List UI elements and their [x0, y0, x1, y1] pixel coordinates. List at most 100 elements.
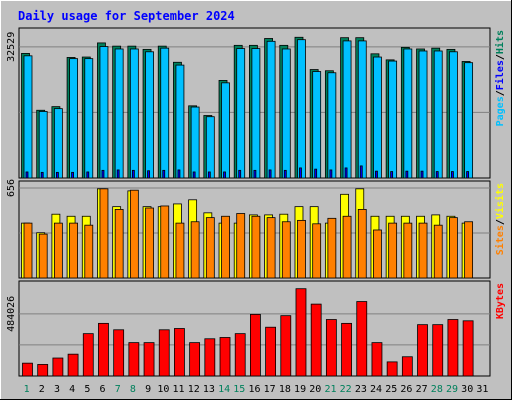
panel-visits-sites: 656 Sites/Visits: [6, 179, 506, 279]
day-bars: [294, 36, 306, 179]
day-bars: [310, 303, 322, 377]
bar-pages: [403, 48, 413, 179]
day-bars: [204, 338, 216, 377]
bar-pages: [175, 64, 185, 179]
day-bars: [234, 333, 246, 377]
bar-sites: [145, 207, 154, 279]
day-bars: [324, 70, 337, 179]
day-bars: [81, 215, 94, 279]
bar-files: [451, 171, 454, 179]
day-bars: [127, 45, 139, 179]
bar-kbytes: [37, 364, 49, 377]
day-bars: [370, 53, 382, 179]
bar-pages: [464, 62, 474, 179]
day-bars: [386, 361, 398, 377]
bar-sites: [312, 223, 322, 279]
bar-kbytes: [22, 362, 33, 377]
bar-kbytes: [280, 315, 292, 377]
day-bars: [250, 313, 261, 377]
day-bars: [51, 213, 63, 279]
bar-sites: [357, 209, 367, 279]
day-bars: [279, 44, 291, 179]
panel-kbytes: 484026 KBytes: [6, 280, 506, 377]
x-tick-label: 20: [309, 384, 321, 395]
x-tick-label: 4: [69, 384, 75, 395]
bar-pages: [53, 108, 63, 179]
bar-files: [329, 169, 333, 179]
bar-kbytes: [219, 337, 231, 377]
legend-entry: KBytes: [495, 283, 506, 319]
bar-sites: [403, 222, 413, 279]
day-bars: [371, 342, 383, 377]
bar-pages: [433, 50, 443, 179]
bar-files: [86, 171, 90, 179]
chart-title: Daily usage for September 2024: [18, 9, 235, 23]
y-max-label: 656: [6, 179, 17, 197]
day-bars: [355, 188, 367, 279]
bar-kbytes: [432, 324, 444, 377]
x-tick-label: 19: [294, 384, 306, 395]
bar-files: [268, 169, 272, 179]
bar-kbytes: [401, 356, 413, 377]
x-tick-label: 8: [130, 384, 136, 395]
bar-sites: [38, 233, 48, 279]
day-bars: [188, 105, 200, 179]
bar-sites: [388, 222, 398, 279]
bar-files: [223, 171, 226, 179]
bar-kbytes: [371, 342, 383, 377]
bar-kbytes: [356, 301, 368, 377]
day-bars: [233, 213, 246, 279]
bar-kbytes: [250, 313, 261, 377]
bar-sites: [266, 217, 276, 279]
bar-files: [314, 168, 318, 179]
legend-entry: /: [495, 90, 506, 96]
day-bars: [461, 61, 474, 179]
day-bars: [143, 342, 155, 377]
day-bars: [113, 329, 125, 377]
bar-sites: [297, 219, 306, 279]
bar-kbytes: [325, 319, 337, 377]
bar-sites: [418, 222, 428, 279]
day-bars: [416, 48, 428, 179]
bar-files: [177, 169, 181, 179]
bar-pages: [297, 39, 306, 179]
bar-sites: [99, 188, 109, 279]
x-tick-label: 13: [203, 384, 215, 395]
bar-kbytes: [52, 357, 64, 377]
day-bars: [51, 106, 63, 179]
bar-files: [238, 169, 242, 179]
bar-sites: [53, 222, 63, 279]
bar-kbytes: [265, 326, 276, 377]
day-bars: [36, 109, 48, 179]
x-tick-label: 1: [24, 384, 30, 395]
x-tick-label: 22: [340, 384, 352, 395]
bar-pages: [449, 51, 458, 179]
day-bars: [432, 324, 444, 377]
x-tick-label: 16: [248, 384, 260, 395]
day-bars: [67, 353, 79, 377]
bar-pages: [114, 48, 124, 179]
bar-pages: [160, 47, 170, 179]
day-bars: [188, 199, 200, 279]
bar-kbytes: [341, 322, 352, 377]
day-bars: [203, 212, 215, 279]
day-bars: [127, 189, 139, 279]
bar-files: [162, 169, 166, 179]
bar-pages: [145, 51, 154, 179]
bar-kbytes: [204, 338, 216, 377]
bar-sites: [205, 217, 215, 279]
day-bars: [189, 342, 201, 377]
day-bars: [309, 69, 322, 179]
bar-pages: [357, 40, 367, 179]
day-bars: [219, 337, 231, 377]
day-bars: [66, 215, 78, 279]
day-bars: [82, 333, 94, 377]
bar-pages: [205, 116, 215, 179]
day-bars: [309, 206, 322, 279]
x-tick-label: 31: [476, 384, 488, 395]
bar-pages: [84, 58, 94, 179]
x-tick-label: 18: [279, 384, 291, 395]
bar-pages: [251, 48, 261, 179]
day-bars: [280, 315, 292, 377]
day-bars: [81, 56, 94, 179]
